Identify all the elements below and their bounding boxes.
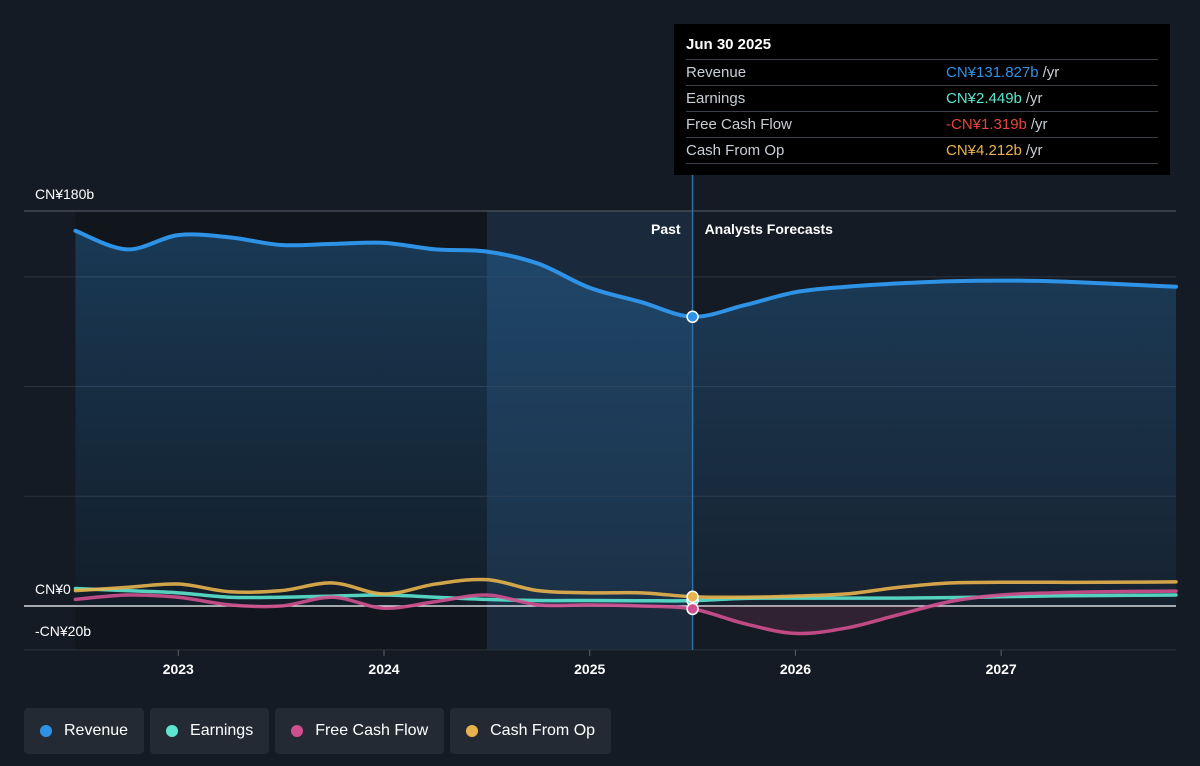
- tooltip-label: Earnings: [686, 90, 746, 107]
- series-line-revenue: [73, 228, 1178, 319]
- y-tick-label: CN¥0: [35, 581, 71, 597]
- forecast-label: Analysts Forecasts: [705, 221, 834, 237]
- tooltip-row-free-cash-flow: Free Cash Flow -CN¥1.319b /yr: [686, 111, 1158, 137]
- tooltip-row-revenue: Revenue CN¥131.827b /yr: [686, 59, 1158, 85]
- point-marker-cash-from-op: [686, 590, 699, 604]
- line-chart: Past Analysts Forecasts CN¥180b CN¥0 -CN¥20b…: [24, 175, 1178, 677]
- y-tick-label: -CN¥20b: [35, 623, 91, 639]
- tooltip-unit: /yr: [1025, 90, 1043, 107]
- point-marker-revenue: [686, 310, 699, 324]
- past-label: Past: [651, 221, 681, 237]
- tooltip-unit: /yr: [1030, 116, 1048, 133]
- tooltip-panel: Jun 30 2025 Revenue CN¥131.827b /yr Earn…: [674, 24, 1170, 175]
- tooltip-date: Jun 30 2025: [686, 36, 772, 53]
- x-tick-label: 2027: [986, 661, 1017, 677]
- x-tick-label: 2023: [163, 661, 194, 677]
- revenue-area: [75, 230, 1176, 606]
- legend-dot-icon: [166, 725, 179, 737]
- tooltip-row-cash-from-op: Cash From Op CN¥4.212b /yr: [686, 137, 1158, 164]
- legend-label: Revenue: [64, 722, 129, 739]
- x-tick-label: 2026: [780, 661, 811, 677]
- tooltip-value: CN¥2.449b: [946, 90, 1022, 107]
- legend-item-revenue[interactable]: Revenue: [24, 708, 145, 754]
- legend-dot-icon: [40, 725, 52, 737]
- tooltip-unit: /yr: [1025, 142, 1043, 159]
- chart-area: Past Analysts Forecasts CN¥180b CN¥0 -CN¥20b…: [24, 175, 1178, 677]
- series-line-free-cash-flow: [73, 589, 1178, 636]
- tooltip-label: Revenue: [686, 64, 747, 81]
- chart-legend: Revenue Earnings Free Cash Flow Cash Fro…: [24, 708, 612, 754]
- legend-item-earnings[interactable]: Earnings: [150, 708, 270, 754]
- series-line-cash-from-op: [73, 577, 1178, 600]
- y-tick-label: CN¥180b: [35, 186, 94, 202]
- tooltip-row-earnings: Earnings CN¥2.449b /yr: [686, 85, 1158, 111]
- x-tick-label: 2024: [368, 661, 399, 677]
- legend-item-free-cash-flow[interactable]: Free Cash Flow: [275, 708, 445, 754]
- point-marker-free-cash-flow: [686, 602, 699, 616]
- legend-label: Earnings: [190, 722, 254, 739]
- tooltip-label: Cash From Op: [686, 142, 785, 159]
- legend-label: Cash From Op: [490, 722, 596, 739]
- legend-dot-icon: [466, 725, 479, 737]
- tooltip-value: -CN¥1.319b: [946, 116, 1027, 133]
- x-tick-label: 2025: [574, 661, 605, 677]
- tooltip-value: CN¥4.212b: [946, 142, 1022, 159]
- tooltip-unit: /yr: [1042, 64, 1060, 81]
- tooltip-label: Free Cash Flow: [686, 116, 792, 133]
- legend-label: Free Cash Flow: [315, 722, 429, 739]
- legend-dot-icon: [291, 725, 304, 737]
- tooltip-value: CN¥131.827b: [946, 64, 1039, 81]
- legend-item-cash-from-op[interactable]: Cash From Op: [450, 708, 612, 754]
